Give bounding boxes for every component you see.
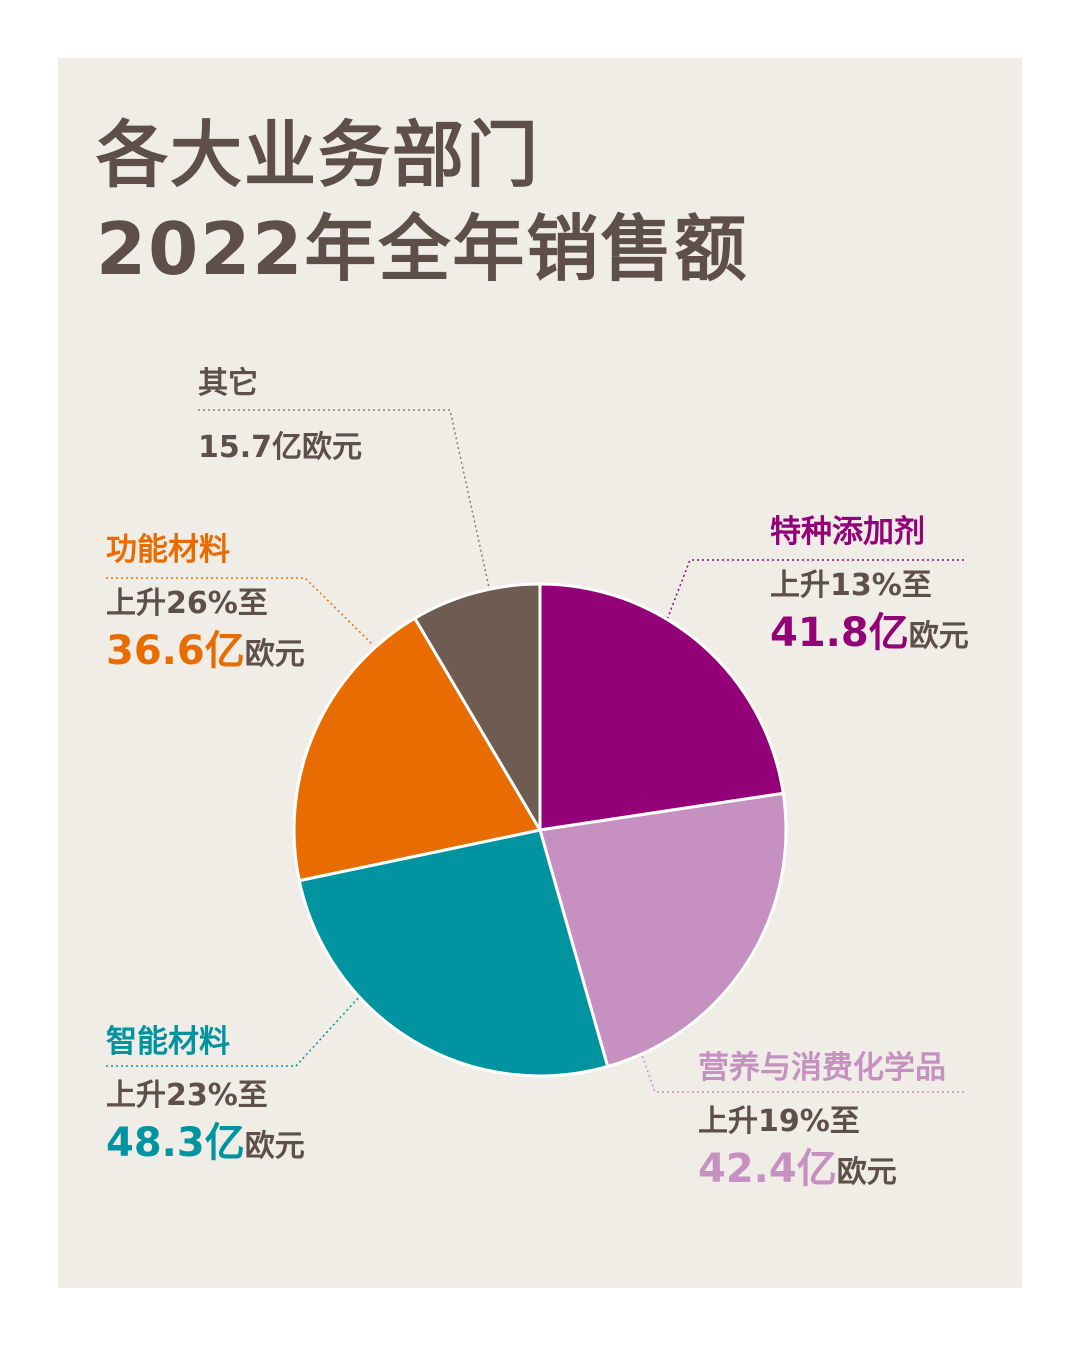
label-nutrition-value: 42.4亿 [698, 1146, 837, 1192]
label-specialty-unit: 欧元 [908, 619, 969, 654]
pie-slice-specialty [538, 582, 785, 832]
label-performance: 功能材料 上升26%至 36.6亿欧元 [106, 530, 305, 682]
pie-slice-other [413, 582, 542, 832]
pie-slices [292, 582, 788, 1078]
label-smart-change: 上升23%至 [106, 1078, 268, 1113]
label-nutrition-change: 上升19%至 [698, 1104, 860, 1139]
label-smart: 智能材料 上升23%至 48.3亿欧元 [106, 1022, 305, 1174]
leader-line-performance [106, 577, 373, 645]
label-other-value: 15.7亿欧元 [198, 430, 363, 465]
leader-line-smart [106, 995, 361, 1067]
pie-slice-smart [297, 828, 610, 1078]
label-specialty-amount: 41.8亿欧元 [770, 606, 969, 664]
label-specialty-value: 41.8亿 [770, 610, 909, 656]
pie-slice-performance [292, 616, 542, 883]
label-smart-amount: 48.3亿欧元 [106, 1116, 305, 1174]
pie-slice-nutrition [538, 791, 788, 1068]
label-smart-name: 智能材料 [106, 1024, 230, 1060]
label-performance-value: 36.6亿 [106, 628, 245, 674]
title-line-1: 各大业务部门 [96, 113, 541, 197]
title-line-2: 2022年全年销售额 [96, 207, 749, 291]
label-specialty-change: 上升13%至 [770, 568, 932, 603]
label-smart-unit: 欧元 [244, 1129, 305, 1164]
label-other-name: 其它 [198, 366, 258, 401]
label-specialty: 特种添加剂 上升13%至 41.8亿欧元 [770, 512, 969, 664]
label-performance-change: 上升26%至 [106, 586, 268, 621]
label-performance-unit: 欧元 [244, 637, 305, 672]
label-nutrition: 营养与消费化学品 上升19%至 42.4亿欧元 [698, 1048, 946, 1200]
label-specialty-name: 特种添加剂 [770, 514, 925, 550]
label-performance-amount: 36.6亿欧元 [106, 624, 305, 682]
label-smart-value: 48.3亿 [106, 1120, 245, 1166]
chart-title: 各大业务部门 2022年全年销售额 [96, 108, 748, 296]
label-performance-name: 功能材料 [106, 532, 230, 568]
label-other: 其它 15.7亿欧元 [198, 364, 362, 468]
leader-line-other [198, 409, 491, 593]
label-nutrition-name: 营养与消费化学品 [698, 1050, 946, 1086]
label-nutrition-amount: 42.4亿欧元 [698, 1142, 946, 1200]
label-nutrition-unit: 欧元 [836, 1155, 897, 1190]
